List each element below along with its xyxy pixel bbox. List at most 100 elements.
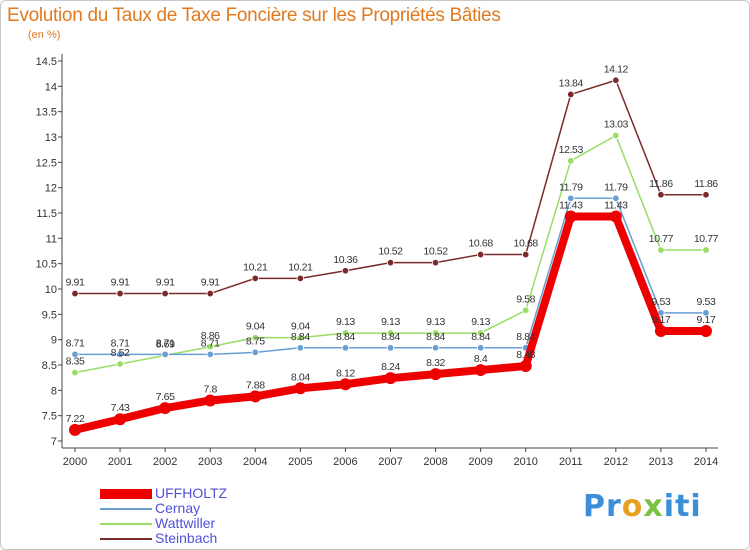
data-label-steinbach: 9.91 xyxy=(201,277,220,289)
data-point-uffholtz xyxy=(384,372,397,385)
y-tick-label: 7.5 xyxy=(42,411,57,423)
data-point-wattwiller xyxy=(71,368,79,377)
data-label-uffholtz: 7.43 xyxy=(111,402,130,414)
data-point-cernay xyxy=(386,344,395,352)
data-point-uffholtz xyxy=(114,413,127,426)
data-point-wattwiller xyxy=(476,329,485,337)
data-label-cernay: 8.75 xyxy=(246,335,265,347)
data-label-wattwiller: 13.03 xyxy=(604,118,629,130)
data-label-uffholtz: 9.17 xyxy=(697,314,716,326)
data-label-uffholtz: 8.04 xyxy=(291,371,310,383)
data-point-uffholtz xyxy=(339,378,352,391)
data-label-steinbach: 10.52 xyxy=(423,246,448,258)
data-label-cernay: 9.53 xyxy=(651,296,670,308)
x-tick-label: 2007 xyxy=(378,456,402,468)
data-label-cernay: 8.84 xyxy=(471,331,490,343)
data-point-steinbach xyxy=(251,274,259,283)
data-point-wattwiller xyxy=(341,329,350,337)
data-point-uffholtz xyxy=(474,364,487,377)
y-tick-label: 10 xyxy=(45,284,57,296)
data-point-steinbach xyxy=(386,258,395,267)
data-label-steinbach: 10.36 xyxy=(333,254,358,266)
x-tick-label: 2004 xyxy=(243,456,267,468)
y-tick-label: 10.5 xyxy=(36,259,57,271)
data-point-wattwiller xyxy=(567,157,575,165)
data-label-cernay: 8.84 xyxy=(426,331,445,343)
x-tick-label: 2000 xyxy=(63,456,87,468)
legend-swatch-steinbach xyxy=(100,537,152,540)
data-label-cernay: 11.79 xyxy=(604,181,628,193)
y-tick-label: 13 xyxy=(45,132,57,144)
x-tick-label: 2009 xyxy=(468,456,492,468)
data-label-steinbach: 9.91 xyxy=(111,277,130,289)
legend-label-uffholtz: UFFHOLTZ xyxy=(155,485,228,501)
chart-title: Evolution du Taux de Taxe Foncière sur l… xyxy=(7,5,501,26)
data-point-wattwiller xyxy=(612,131,620,140)
data-label-cernay: 8.71 xyxy=(201,337,220,349)
data-point-uffholtz xyxy=(249,390,262,403)
data-label-steinbach: 14.12 xyxy=(604,63,629,75)
data-point-uffholtz xyxy=(294,382,307,395)
data-point-steinbach xyxy=(296,274,305,283)
data-point-steinbach xyxy=(522,250,530,259)
data-point-steinbach xyxy=(116,289,124,298)
data-point-steinbach xyxy=(567,90,575,99)
data-label-wattwiller: 8.35 xyxy=(66,356,85,368)
legend-item-wattwiller: Wattwiller xyxy=(100,516,215,531)
y-tick-label: 14 xyxy=(45,81,57,93)
data-label-uffholtz: 7.8 xyxy=(204,383,218,395)
data-point-cernay xyxy=(116,350,124,359)
data-label-steinbach: 10.68 xyxy=(468,238,493,250)
legend-swatch-cernay xyxy=(100,507,152,510)
legend-label-cernay: Cernay xyxy=(155,500,201,516)
data-label-cernay: 8.84 xyxy=(381,331,400,343)
x-tick-label: 2003 xyxy=(198,456,222,468)
legend-item-steinbach: Steinbach xyxy=(100,531,217,546)
data-label-wattwiller: 8.69 xyxy=(156,338,175,350)
data-point-steinbach xyxy=(657,191,665,199)
y-tick-label: 11.5 xyxy=(36,208,57,220)
data-label-steinbach: 10.21 xyxy=(288,261,313,273)
data-point-steinbach xyxy=(71,289,79,298)
data-label-cernay: 8.71 xyxy=(156,337,175,349)
data-label-steinbach: 13.84 xyxy=(559,77,584,89)
data-point-uffholtz xyxy=(519,360,532,373)
data-point-cernay xyxy=(612,194,620,203)
data-label-uffholtz: 11.43 xyxy=(604,200,628,212)
y-tick-label: 12 xyxy=(45,183,57,195)
data-point-steinbach xyxy=(206,289,214,298)
data-point-cernay xyxy=(251,348,259,357)
data-label-uffholtz: 9.17 xyxy=(651,314,670,326)
data-label-uffholtz: 8.4 xyxy=(474,353,488,365)
data-label-steinbach: 11.86 xyxy=(694,178,718,190)
data-point-steinbach xyxy=(476,250,485,259)
y-tick-label: 9 xyxy=(51,335,57,347)
y-tick-label: 8 xyxy=(51,385,57,397)
data-point-cernay xyxy=(567,194,575,203)
data-label-cernay: 8.71 xyxy=(66,337,85,349)
data-point-uffholtz xyxy=(699,325,712,338)
data-point-steinbach xyxy=(161,289,169,298)
x-tick-label: 2001 xyxy=(108,456,132,468)
data-point-steinbach xyxy=(431,258,440,267)
x-tick-label: 2010 xyxy=(513,456,537,468)
data-label-uffholtz: 8.48 xyxy=(516,349,535,361)
data-point-uffholtz xyxy=(204,394,217,407)
data-label-uffholtz: 8.24 xyxy=(381,361,400,373)
x-tick-label: 2005 xyxy=(288,456,312,468)
data-label-steinbach: 10.68 xyxy=(514,238,539,250)
data-label-wattwiller: 8.52 xyxy=(111,347,130,359)
legend-label-steinbach: Steinbach xyxy=(155,530,218,546)
data-label-cernay: 8.71 xyxy=(111,337,130,349)
data-label-steinbach: 9.91 xyxy=(156,277,175,289)
data-label-cernay: 9.53 xyxy=(697,296,716,308)
data-point-wattwiller xyxy=(251,333,259,342)
data-label-wattwiller: 12.53 xyxy=(559,144,584,156)
chart-subtitle: (en %) xyxy=(28,29,61,41)
data-label-uffholtz: 8.32 xyxy=(426,357,445,369)
x-tick-label: 2013 xyxy=(649,456,673,468)
legend-swatch-wattwiller xyxy=(100,522,152,525)
legend-item-cernay: Cernay xyxy=(100,501,200,516)
